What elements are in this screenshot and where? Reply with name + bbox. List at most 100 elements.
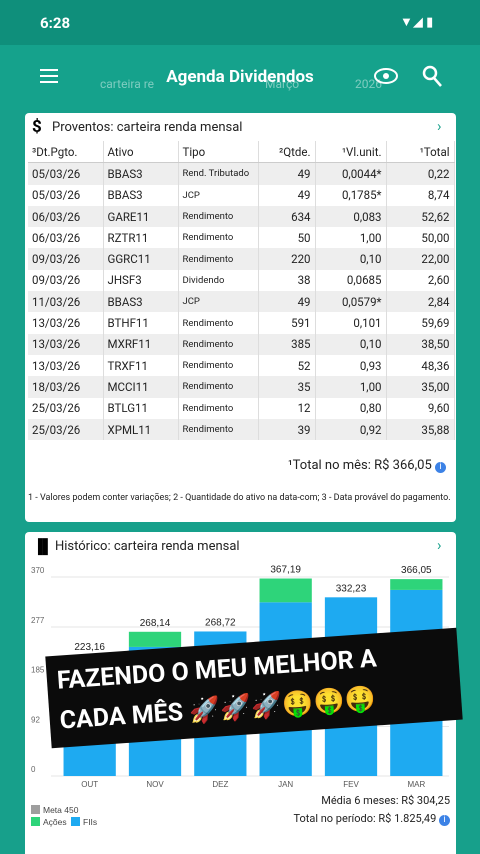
table-cell: 13/03/26 [28,333,104,355]
table-cell: 220 [258,248,316,270]
table-cell: 0,10 [315,248,387,270]
table-cell: Rendimento [178,418,259,441]
table-row: 18/03/26 MCCI11 Rendimento 35 1,00 35,00 [28,376,455,398]
table-cell: 591 [258,312,316,334]
chart-icon: ▐▌ [33,539,53,555]
total-label: 268,14 [140,618,171,629]
toolbar-icons[interactable] [374,65,444,89]
table-cell: 634 [258,205,316,228]
table-cell: XPML11 [103,418,179,441]
table-cell: JCP [178,184,259,206]
table-cell: 05/03/26 [28,162,104,185]
bar-segment [390,579,443,590]
legend-swatch [31,817,40,826]
table-cell: 0,80 [315,397,387,419]
column-header: ³Dt.Pgto. [28,141,104,164]
bar-segment [259,578,312,603]
footnote: 1 - Valores podem conter variações; 2 - … [28,493,451,503]
legend-label: Meta 450 [43,805,79,815]
table-cell: 35,88 [386,418,455,441]
y-tick-label: 0 [31,765,36,774]
table-cell: 0,10 [315,333,387,355]
column-header: ¹Total [386,141,455,164]
table-cell: 1,00 [315,376,387,398]
table-cell: Rend. Tributado [178,162,259,185]
table-cell: Rendimento [178,248,259,270]
y-tick-label: 370 [31,566,45,575]
table-cell: 13/03/26 [28,312,104,334]
month-total-text: ¹Total no mês: R$ 366,05 [287,458,432,473]
table-cell: BBAS3 [103,291,179,313]
proventos-card: $ Proventos: carteira renda mensal › ³Dt… [25,113,456,522]
table-cell: 0,101 [315,312,387,334]
table-row: 06/03/26 RZTR11 Rendimento 50 1,00 50,00 [28,227,455,249]
app-bar: carteira re Março 2026 Agenda Dividendos [0,45,480,110]
table-cell: 38,50 [386,333,455,355]
table-cell: Rendimento [178,312,259,334]
table-cell: 48,36 [386,354,455,377]
table-cell: JCP [178,291,259,313]
x-tick-label: DEZ [212,780,228,789]
table-cell: 52 [258,354,316,377]
table-cell: RZTR11 [103,227,179,249]
table-cell: 0,0044* [315,162,387,185]
y-tick-label: 92 [31,716,40,725]
status-bar: 6:28 ▼◢ ▮ [0,0,480,45]
table-cell: 2,60 [386,269,455,292]
table-cell: TRXF11 [103,354,179,377]
year-select[interactable]: 2026 [355,77,382,91]
table-row: 09/03/26 GGRC11 Rendimento 220 0,10 22,00 [28,248,455,270]
table-cell: GARE11 [103,205,179,228]
table-cell: 13/03/26 [28,354,104,377]
table-cell: 18/03/26 [28,376,104,398]
table-cell: 52,62 [386,205,455,228]
clock: 6:28 [40,14,71,32]
portfolio-select[interactable]: carteira re [100,77,155,91]
table-cell: Rendimento [178,227,259,249]
table-cell: 1,00 [315,227,387,249]
column-header: ²Qtde. [258,141,316,164]
expand-button[interactable]: › [437,117,442,135]
table-cell: 50 [258,227,316,249]
x-tick-label: FEV [343,780,359,789]
table-row: 13/03/26 MXRF11 Rendimento 385 0,10 38,50 [28,333,455,355]
table-cell: 8,74 [386,184,455,206]
average: Média 6 meses: R$ 304,25 [321,794,450,807]
menu-button[interactable] [40,69,58,71]
table-row: 06/03/26 GARE11 Rendimento 634 0,083 52,62 [28,205,455,228]
table-cell: BTHF11 [103,312,179,334]
table-cell: 49 [258,291,316,313]
table-row: 13/03/26 BTHF11 Rendimento 591 0,101 59,69 [28,312,455,334]
total-label: 268,72 [205,617,236,628]
table-cell: 2,84 [386,291,455,313]
table-cell: 06/03/26 [28,205,104,228]
table-cell: 0,1785* [315,184,387,206]
legend-label: Ações [43,817,67,827]
table-cell: Rendimento [178,397,259,419]
table-cell: 09/03/26 [28,269,104,292]
table-cell: 59,69 [386,312,455,334]
table-cell: 22,00 [386,248,455,270]
table-row: 05/03/26 BBAS3 Rend. Tributado 49 0,0044* 0,2… [28,162,455,185]
table-cell: 0,92 [315,418,387,441]
dollar-icon: $ [32,117,42,137]
table-cell: MCCI11 [103,376,179,398]
month-select[interactable]: Março [265,77,300,91]
expand-button[interactable]: › [437,536,442,554]
table-cell: 49 [258,184,316,206]
table-cell: 0,0685 [315,269,387,292]
table-cell: 49 [258,162,316,185]
table-cell: 39 [258,418,316,441]
table-cell: JHSF3 [103,269,179,292]
table-cell: BBAS3 [103,162,179,185]
total-label: 366,05 [401,565,432,576]
table-cell: MXRF11 [103,333,179,355]
y-tick-label: 277 [31,616,45,625]
table-cell: 50,00 [386,227,455,249]
table-cell: 06/03/26 [28,227,104,249]
bar-segment [128,631,182,647]
table-row: 05/03/26 BBAS3 JCP 49 0,1785* 8,74 [28,184,455,206]
table-cell: 05/03/26 [28,184,104,206]
total-label: 367,19 [270,565,301,576]
